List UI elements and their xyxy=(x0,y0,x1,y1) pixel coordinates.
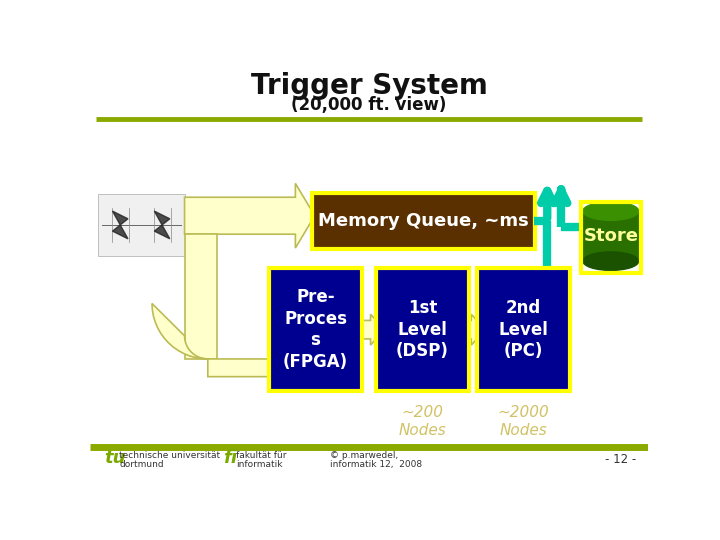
Polygon shape xyxy=(154,211,170,239)
Text: fi: fi xyxy=(223,449,238,467)
Text: informatik 12,  2008: informatik 12, 2008 xyxy=(330,460,423,469)
Polygon shape xyxy=(361,314,384,345)
Text: 2nd
Level
(PC): 2nd Level (PC) xyxy=(498,299,548,360)
FancyBboxPatch shape xyxy=(583,211,639,261)
Text: dortmund: dortmund xyxy=(120,460,164,469)
FancyBboxPatch shape xyxy=(376,268,469,392)
Ellipse shape xyxy=(583,252,639,271)
Text: Pre-
Proces
s
(FPGA): Pre- Proces s (FPGA) xyxy=(283,288,348,371)
Text: informatik: informatik xyxy=(235,460,282,469)
Text: fakultät für: fakultät für xyxy=(235,451,287,460)
Text: tu: tu xyxy=(104,449,125,467)
Text: technische universität: technische universität xyxy=(120,451,220,460)
FancyBboxPatch shape xyxy=(98,194,184,256)
Polygon shape xyxy=(112,211,128,239)
Polygon shape xyxy=(184,184,315,248)
Text: - 12 -: - 12 - xyxy=(605,453,636,467)
Text: Memory Queue, ~ms: Memory Queue, ~ms xyxy=(318,212,529,230)
Ellipse shape xyxy=(583,202,639,220)
Text: © p.marwedel,: © p.marwedel, xyxy=(330,451,398,460)
FancyBboxPatch shape xyxy=(269,268,362,392)
Text: ~200
Nodes: ~200 Nodes xyxy=(399,405,446,437)
FancyBboxPatch shape xyxy=(477,268,570,392)
Text: Store: Store xyxy=(583,227,639,245)
Polygon shape xyxy=(184,234,217,359)
Text: Trigger System: Trigger System xyxy=(251,72,487,100)
Text: (20,000 ft. view): (20,000 ft. view) xyxy=(292,96,446,114)
Text: 1st
Level
(DSP): 1st Level (DSP) xyxy=(396,299,449,360)
FancyBboxPatch shape xyxy=(312,193,535,249)
Polygon shape xyxy=(152,303,290,390)
Text: ~2000
Nodes: ~2000 Nodes xyxy=(498,405,549,437)
Polygon shape xyxy=(468,314,485,345)
